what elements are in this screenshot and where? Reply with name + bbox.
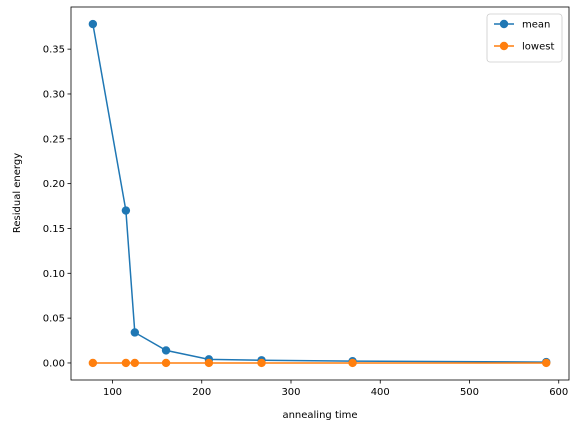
series-lowest [88, 358, 551, 368]
x-tick-label: 200 [192, 387, 211, 398]
y-tick-label: 0.05 [43, 314, 65, 325]
data-point-mean [161, 346, 171, 355]
data-point-mean [88, 19, 98, 29]
legend-label-mean: mean [522, 20, 550, 31]
data-point-lowest [161, 358, 171, 368]
y-axis-label: Residual energy [12, 153, 23, 233]
data-point-mean [121, 206, 131, 215]
series-mean [88, 19, 551, 367]
x-tick-label: 100 [103, 387, 122, 398]
y-tick-label: 0.30 [43, 89, 65, 100]
x-axis-label: annealing time [282, 410, 357, 421]
data-point-lowest [257, 358, 266, 368]
y-tick-label: 0.00 [43, 358, 65, 369]
data-point-lowest [130, 358, 140, 368]
legend-marker-lowest [499, 41, 509, 51]
x-axis-ticks: 100 200 300 400 500 600 [103, 380, 568, 398]
data-point-mean [130, 328, 140, 337]
data-point-lowest [542, 358, 551, 368]
y-tick-label: 0.20 [43, 179, 65, 190]
y-axis-ticks: 0.00 0.05 0.10 0.15 0.20 0.25 0.30 0.35 [43, 45, 71, 369]
y-tick-label: 0.10 [43, 269, 65, 280]
y-tick-label: 0.35 [43, 45, 65, 56]
series-layer [88, 19, 551, 368]
data-point-lowest [348, 358, 357, 368]
data-point-lowest [121, 358, 131, 368]
data-point-lowest [204, 358, 214, 368]
y-tick-label: 0.15 [43, 224, 65, 235]
x-tick-label: 600 [549, 387, 568, 398]
x-tick-label: 400 [371, 387, 390, 398]
legend: mean lowest [486, 13, 563, 63]
y-tick-label: 0.25 [43, 134, 65, 145]
x-tick-label: 500 [460, 387, 479, 398]
data-point-lowest [88, 358, 98, 368]
plot-frame [70, 6, 570, 381]
legend-marker-mean [499, 19, 509, 29]
x-tick-label: 300 [281, 387, 300, 398]
series-line-mean [92, 23, 547, 363]
legend-label-lowest: lowest [522, 42, 554, 53]
